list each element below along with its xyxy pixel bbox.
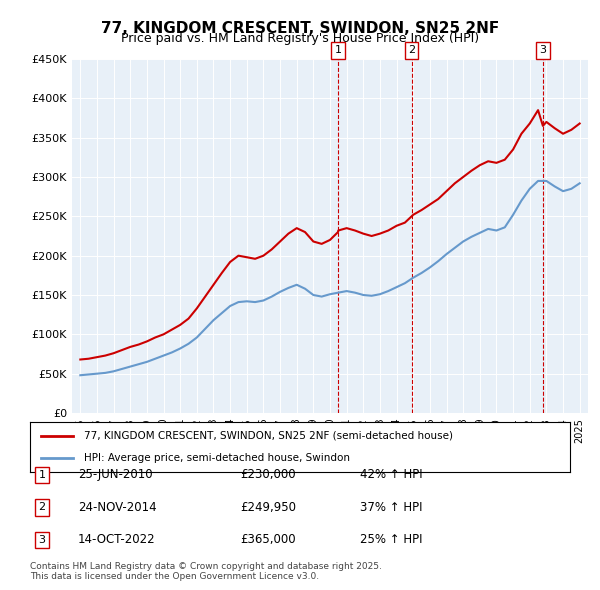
Text: 25-JUN-2010: 25-JUN-2010 <box>78 468 152 481</box>
Text: 3: 3 <box>38 535 46 545</box>
Text: Contains HM Land Registry data © Crown copyright and database right 2025.
This d: Contains HM Land Registry data © Crown c… <box>30 562 382 581</box>
Text: 77, KINGDOM CRESCENT, SWINDON, SN25 2NF (semi-detached house): 77, KINGDOM CRESCENT, SWINDON, SN25 2NF … <box>84 431 453 441</box>
Text: £230,000: £230,000 <box>240 468 296 481</box>
Text: 77, KINGDOM CRESCENT, SWINDON, SN25 2NF: 77, KINGDOM CRESCENT, SWINDON, SN25 2NF <box>101 21 499 35</box>
Text: 25% ↑ HPI: 25% ↑ HPI <box>360 533 422 546</box>
Text: 24-NOV-2014: 24-NOV-2014 <box>78 501 157 514</box>
Text: 37% ↑ HPI: 37% ↑ HPI <box>360 501 422 514</box>
Text: £249,950: £249,950 <box>240 501 296 514</box>
Text: 42% ↑ HPI: 42% ↑ HPI <box>360 468 422 481</box>
Text: 14-OCT-2022: 14-OCT-2022 <box>78 533 155 546</box>
Text: 2: 2 <box>408 45 415 55</box>
Text: 2: 2 <box>38 503 46 512</box>
Text: 1: 1 <box>334 45 341 55</box>
Text: 1: 1 <box>38 470 46 480</box>
Text: £365,000: £365,000 <box>240 533 296 546</box>
Text: HPI: Average price, semi-detached house, Swindon: HPI: Average price, semi-detached house,… <box>84 453 350 463</box>
Text: 3: 3 <box>539 45 547 55</box>
Text: Price paid vs. HM Land Registry's House Price Index (HPI): Price paid vs. HM Land Registry's House … <box>121 32 479 45</box>
